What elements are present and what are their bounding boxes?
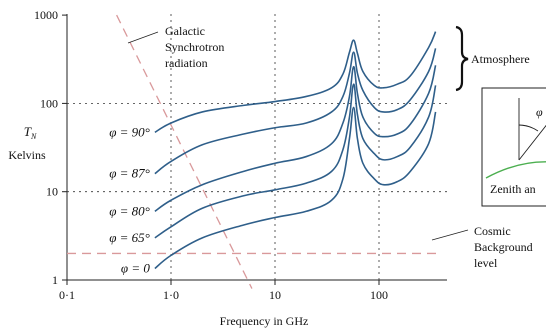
series-label-5: φ = 0 [121, 260, 150, 275]
galactic-label-1: Galactic [165, 24, 205, 38]
y-tick-label: 1000 [34, 8, 58, 22]
atmosphere-brace [455, 25, 469, 92]
inset-phi-symbol: φ [536, 105, 543, 119]
x-ticks: 0·1 1·0 10 100 [59, 280, 388, 302]
series-labels: φ = 90° φ = 87° φ = 80° φ = 65° φ = 0 [109, 124, 150, 275]
inset-view-line [518, 124, 546, 161]
svg-text:TN: TN [24, 124, 37, 141]
x-axis-title: Frequency in GHz [220, 314, 309, 328]
grid-lines [67, 14, 447, 280]
series-label-3: φ = 80° [109, 203, 150, 218]
inset-label: Zenith an [490, 182, 536, 196]
cosmic-annotation: Cosmic Background level [431, 224, 533, 270]
galactic-label-2: Synchrotron [165, 40, 224, 54]
series-curve-1 [154, 31, 437, 134]
plot-frame [66, 14, 447, 281]
cosmic-label-1: Cosmic [474, 224, 511, 238]
series-label-1: φ = 90° [109, 124, 150, 139]
y-tick-label: 100 [40, 96, 58, 110]
series-curve-5 [154, 106, 437, 270]
y-axis-symbol: T [24, 124, 32, 139]
x-tick-label: 10 [269, 288, 281, 302]
zenith-angle-inset: φ Zenith an [481, 87, 546, 207]
y-tick-label: 10 [46, 185, 58, 199]
series-curves [154, 31, 437, 270]
y-axis-title: TN Kelvins [8, 124, 46, 162]
galactic-synchrotron-line [116, 14, 253, 289]
atmosphere-annotation: Atmosphere [455, 25, 530, 92]
cosmic-label-2: Background [474, 240, 533, 254]
atmosphere-label: Atmosphere [471, 52, 530, 66]
cosmic-label-3: level [474, 256, 498, 270]
x-tick-label: 1·0 [163, 288, 179, 302]
series-curve-2 [154, 48, 437, 175]
inset-frame [481, 87, 546, 207]
galactic-leader-line [127, 31, 159, 44]
galactic-annotation: Galactic Synchrotron radiation [127, 24, 224, 70]
y-axis-subscript: N [30, 132, 37, 141]
y-axis-unit: Kelvins [8, 148, 46, 162]
series-label-4: φ = 65° [109, 230, 150, 245]
series-curve-4 [154, 83, 437, 239]
x-tick-label: 100 [370, 288, 388, 302]
reference-lines [67, 14, 442, 289]
galactic-label-3: radiation [165, 56, 208, 70]
y-tick-label: 1 [52, 273, 58, 287]
x-tick-label: 0·1 [59, 288, 75, 302]
cosmic-leader-line [431, 229, 469, 241]
series-label-2: φ = 87° [109, 166, 150, 181]
y-ticks: 1 10 100 1000 [34, 8, 67, 287]
inset-angle-arc [518, 124, 539, 132]
series-curve-3 [154, 65, 437, 212]
